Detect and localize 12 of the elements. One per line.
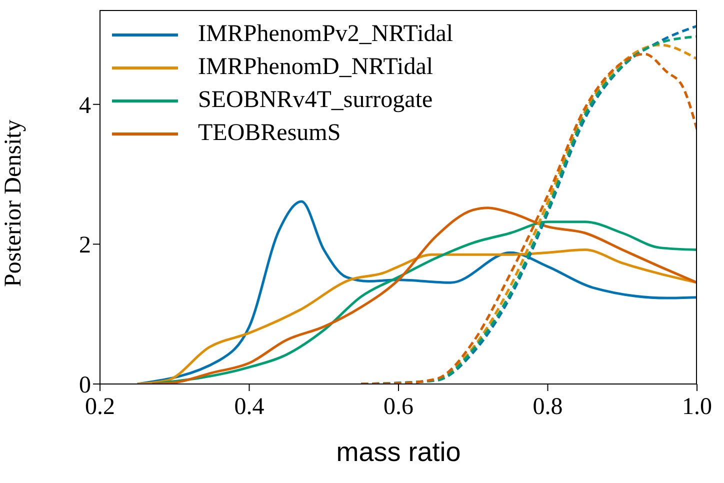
legend-label: IMRPhenomD_NRTidal — [198, 53, 434, 82]
x-tick-label: 1.0 — [682, 394, 712, 420]
y-axis-title: Posterior Density — [0, 120, 27, 287]
x-tick-label: 0.8 — [532, 394, 563, 420]
y-tick-label: 2 — [79, 232, 91, 259]
x-axis-title: mass ratio — [336, 437, 461, 467]
x-tick-label: 0.6 — [384, 394, 414, 420]
x-tick-label: 0.4 — [234, 394, 264, 420]
legend-label: TEOBResumS — [198, 119, 341, 148]
legend-label: IMRPhenomPv2_NRTidal — [198, 20, 454, 49]
legend-label: SEOBNRv4T_surrogate — [198, 86, 433, 115]
y-tick-label: 4 — [79, 92, 91, 119]
